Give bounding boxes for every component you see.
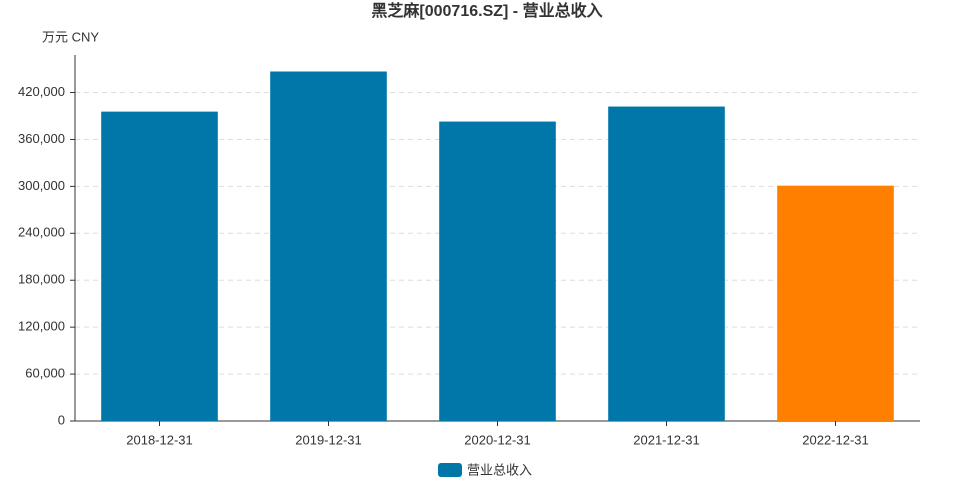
x-tick-label: 2022-12-31 <box>802 432 869 447</box>
y-tick-label: 420,000 <box>18 84 65 99</box>
bar <box>101 111 218 421</box>
x-tick-label: 2018-12-31 <box>126 432 193 447</box>
x-tick-label: 2019-12-31 <box>295 432 362 447</box>
bar <box>270 71 387 421</box>
bar <box>439 121 556 422</box>
legend-label: 营业总收入 <box>467 462 532 477</box>
legend-swatch <box>438 463 462 477</box>
chart-title: 黑芝麻[000716.SZ] - 营业总收入 <box>371 1 602 20</box>
bar <box>777 185 894 421</box>
y-tick-label: 360,000 <box>18 131 65 146</box>
y-tick-label: 300,000 <box>18 178 65 193</box>
x-tick-label: 2020-12-31 <box>464 432 531 447</box>
y-tick-label: 0 <box>58 412 65 427</box>
y-tick-label: 60,000 <box>25 366 65 381</box>
x-tick-label: 2021-12-31 <box>633 432 700 447</box>
y-tick-label: 120,000 <box>18 319 65 334</box>
bar <box>608 106 725 422</box>
y-tick-label: 180,000 <box>18 272 65 287</box>
y-axis-label: 万元 CNY <box>42 29 99 44</box>
y-tick-label: 240,000 <box>18 225 65 240</box>
